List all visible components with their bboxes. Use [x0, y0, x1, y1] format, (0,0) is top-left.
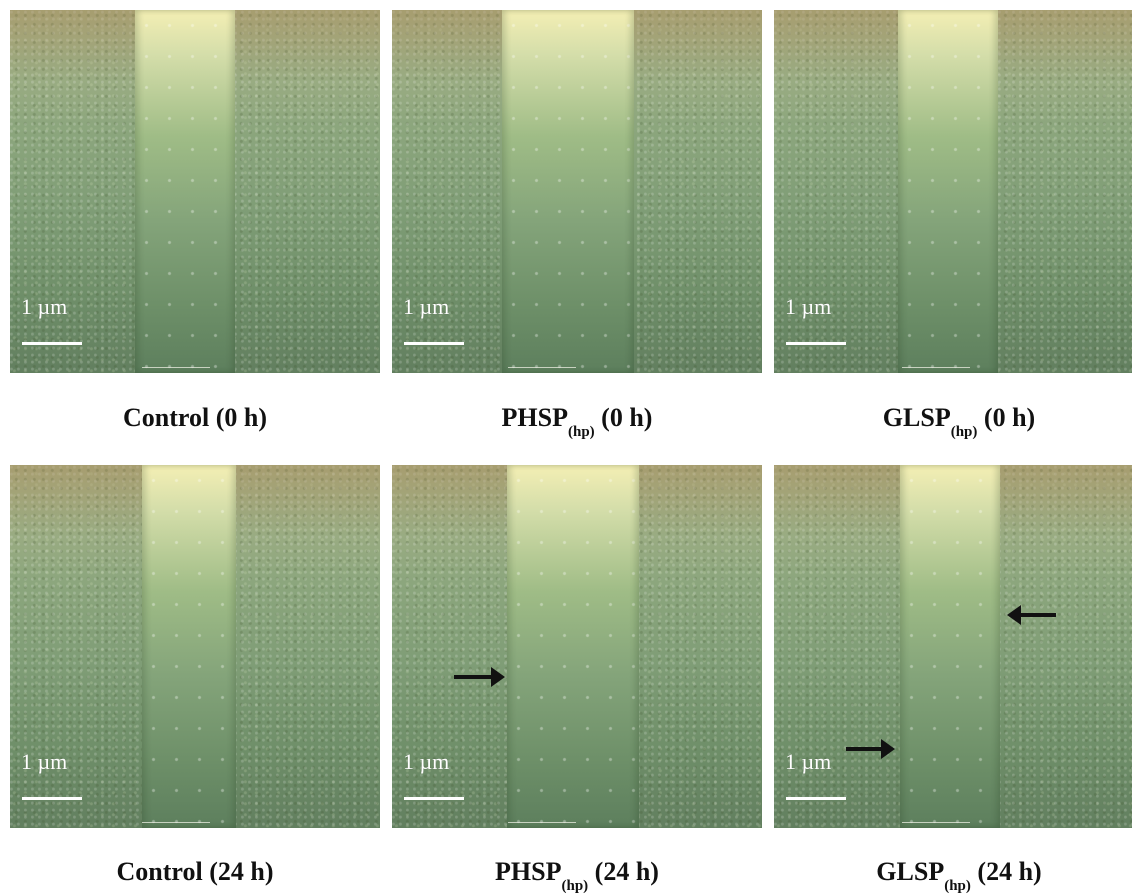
microscope-scale-line: [142, 367, 210, 368]
scratch-gap: [900, 465, 1000, 828]
caption-text: Control (0 h): [123, 403, 267, 432]
glsp-0h-micrograph: 1 µm: [774, 10, 1132, 373]
scratch-gap: [142, 465, 236, 828]
scale-bar: [786, 797, 846, 800]
control-24h-micrograph: 1 µm: [10, 465, 380, 828]
control-0h-micrograph: 1 µm: [10, 10, 380, 373]
scratch-gap: [135, 10, 235, 373]
caption-main: PHSP: [495, 857, 562, 886]
caption-text: Control (24 h): [116, 857, 274, 886]
caption-main: GLSP: [876, 857, 945, 886]
migration-arrow-icon: [846, 739, 895, 759]
microscope-scale-line: [508, 367, 576, 368]
control-24h-caption: Control (24 h): [10, 858, 380, 886]
scratch-gap: [898, 10, 998, 373]
caption-main: PHSP: [501, 403, 568, 432]
phsp-0h-micrograph: 1 µm: [392, 10, 762, 373]
phsp-24h-micrograph: 1 µm: [392, 465, 762, 828]
microscope-scale-line: [508, 822, 576, 823]
caption-main: GLSP: [882, 403, 951, 432]
scale-label: 1 µm: [21, 294, 68, 319]
migration-arrow-icon: [454, 667, 505, 687]
scratch-gap: [502, 10, 634, 373]
microscope-scale-line: [902, 822, 970, 823]
caption-subscript: (hp): [567, 424, 595, 441]
scale-bar: [22, 797, 82, 800]
scale-label: 1 µm: [403, 749, 450, 774]
glsp-0h-caption: GLSP(hp) (0 h): [774, 403, 1132, 440]
caption-tail: (0 h): [594, 403, 653, 432]
phsp-0h-caption: PHSP(hp) (0 h): [392, 403, 762, 440]
migration-arrow-icon: [1007, 605, 1056, 625]
caption-subscript: (hp): [950, 424, 978, 441]
caption-tail: (24 h): [588, 857, 659, 886]
caption-subscript: (hp): [561, 878, 589, 894]
scale-label: 1 µm: [785, 749, 832, 774]
microscope-scale-line: [902, 367, 970, 368]
microscope-scale-line: [142, 822, 210, 823]
scale-bar: [22, 342, 82, 345]
caption-tail: (0 h): [977, 403, 1036, 432]
phsp-24h-caption: PHSP(hp) (24 h): [392, 857, 762, 894]
scratch-gap: [507, 465, 639, 828]
control-0h-caption: Control (0 h): [10, 404, 380, 432]
caption-subscript: (hp): [944, 878, 971, 894]
glsp-24h-micrograph: 1 µm: [774, 465, 1132, 828]
scale-bar: [404, 342, 464, 345]
scale-bar: [404, 797, 464, 800]
scale-label: 1 µm: [21, 749, 68, 774]
scale-label: 1 µm: [403, 294, 450, 319]
caption-tail: (24 h): [970, 857, 1042, 886]
glsp-24h-caption: GLSP(hp) (24 h): [774, 857, 1132, 894]
scale-label: 1 µm: [785, 294, 832, 319]
scale-bar: [786, 342, 846, 345]
